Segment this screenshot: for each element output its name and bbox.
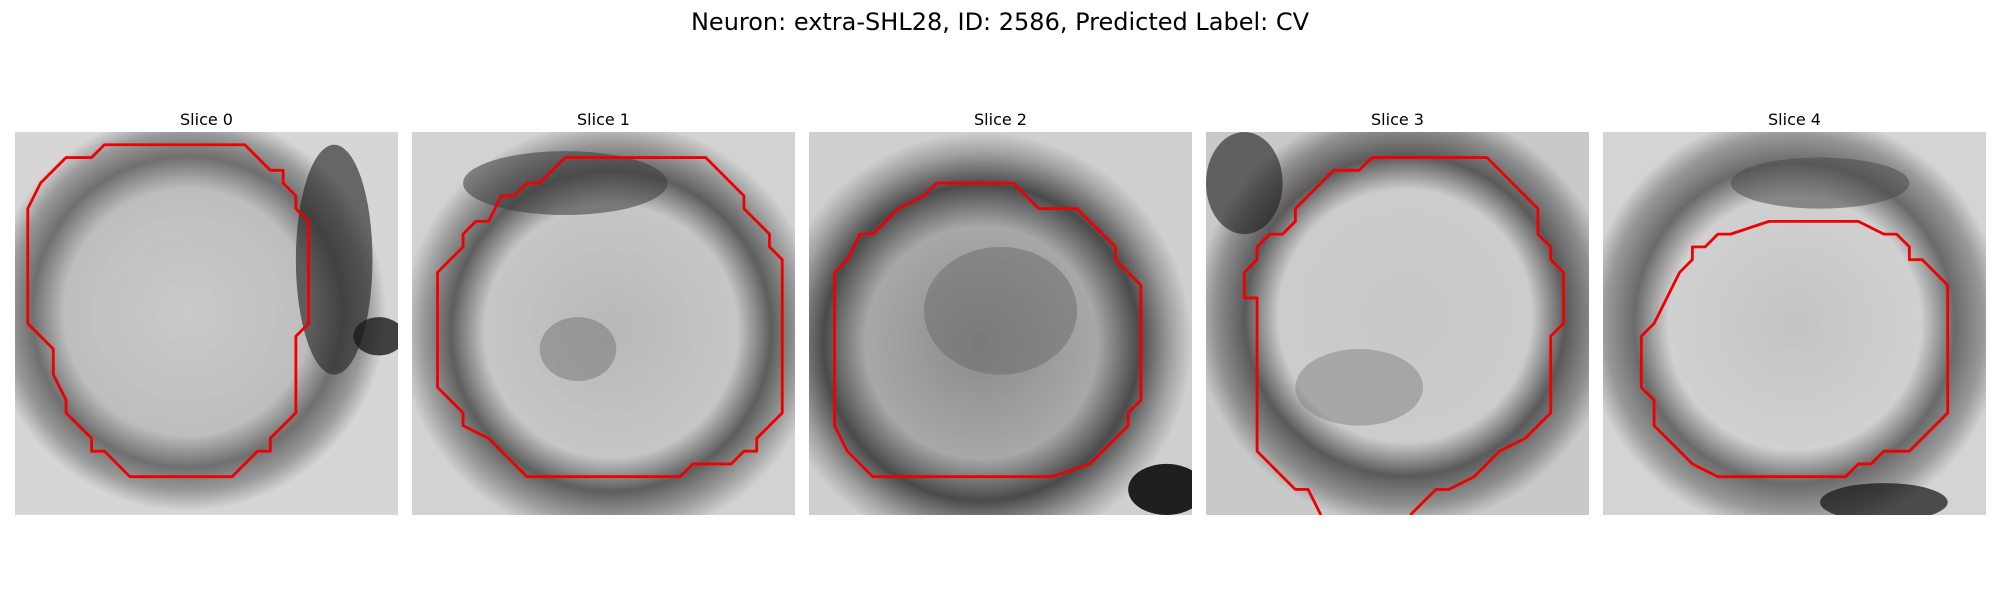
slice-title: Slice 1 [577, 110, 630, 129]
slice-title: Slice 2 [974, 110, 1027, 129]
slice-panel-3: Slice 3 [1206, 108, 1589, 515]
slice-image [1603, 132, 1986, 515]
figure-title: Neuron: extra-SHL28, ID: 2586, Predicted… [690, 8, 1310, 36]
slice-image [1206, 132, 1589, 515]
slice-image [412, 132, 795, 515]
slice-panel-4: Slice 4 [1603, 108, 1986, 515]
slice-image [15, 132, 398, 515]
slice-panel-2: Slice 2 [809, 108, 1192, 515]
slice-image [809, 132, 1192, 515]
slice-title: Slice 0 [180, 110, 233, 129]
slice-panel-1: Slice 1 [412, 108, 795, 515]
contour-line [26, 143, 311, 479]
contour-line [1397, 156, 1565, 515]
contour-line [1242, 156, 1398, 515]
contour-line [1639, 219, 1950, 479]
contour-line [436, 156, 784, 479]
slice-panel-0: Slice 0 [15, 108, 398, 515]
slice-title: Slice 4 [1768, 110, 1821, 129]
slice-title: Slice 3 [1371, 110, 1424, 129]
contour-line [833, 181, 1143, 479]
